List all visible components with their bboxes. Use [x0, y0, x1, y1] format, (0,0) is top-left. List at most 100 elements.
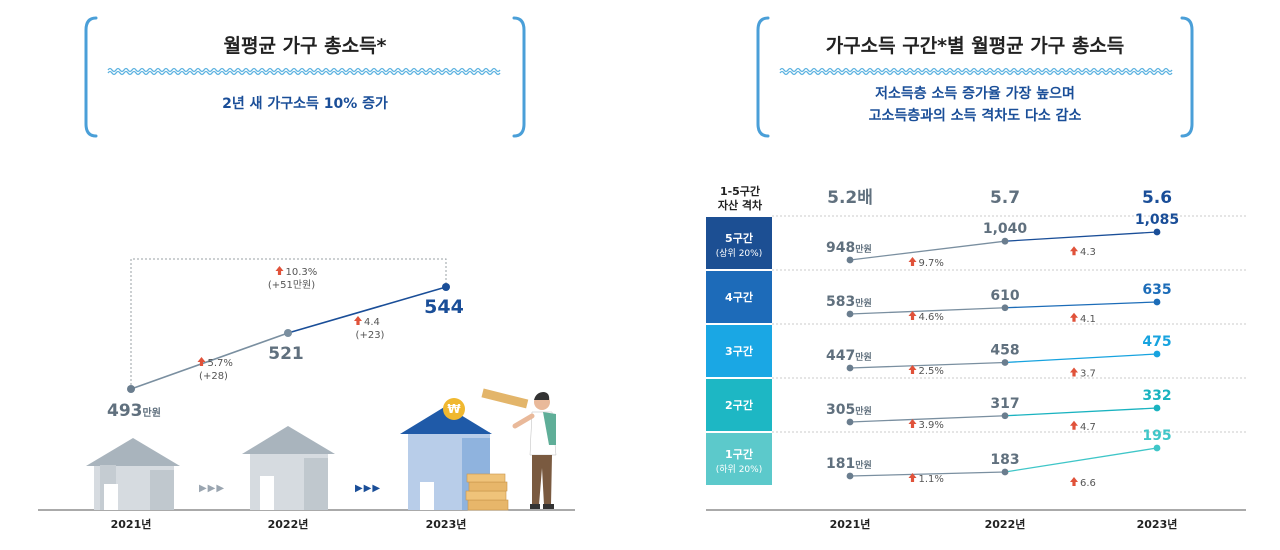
series-point-2구간-2023 [1153, 404, 1161, 412]
change-amount-1: (+23) [356, 330, 385, 341]
series-label-1구간-2021: 181만원 [826, 456, 872, 472]
series-unit-2구간: 만원 [855, 405, 872, 417]
series-label-4구간-2022: 610 [990, 288, 1019, 304]
band-label-3구간: 3구간 [725, 344, 753, 358]
left-line-chart: 493만원 521 544 5.7% (+28) 4.4 (+23) 10.3%(+51만원) [107, 258, 464, 421]
series-arrow-4구간-a [908, 311, 917, 320]
right-wave-divider [779, 67, 1173, 76]
series-arrow-3구간-b [1070, 367, 1078, 377]
left-year-2022: 2022년 [268, 517, 309, 531]
series-line-b-4구간 [1004, 301, 1158, 309]
right-subtitle-line-2: 고소득층과의 소득 격차도 다소 감소 [869, 107, 1082, 124]
left-subtitle: 2년 새 가구소득 10% 증가 [222, 96, 388, 112]
series-arrow-2구간-b [1070, 420, 1078, 430]
series-label-5구간-2021: 948만원 [826, 240, 872, 256]
gap-label-line-1: 1-5구간 [720, 184, 760, 198]
series-line-b-5구간 [1004, 231, 1158, 242]
band-5구간 [706, 217, 772, 269]
series-label-3구간-2021: 447만원 [826, 348, 872, 364]
series-label-1구간-2022: 183 [990, 452, 1019, 468]
series-point-2구간-2021 [846, 418, 854, 426]
series-line-a-3구간 [849, 361, 1006, 369]
series-label-5구간-2022: 1,040 [983, 221, 1028, 237]
series-line-b-3구간 [1004, 353, 1158, 364]
gap-value-2021: 5.2배 [827, 188, 873, 208]
series-unit-5구간: 만원 [855, 243, 872, 255]
series-arrow-4구간-b [1070, 312, 1078, 322]
left-wave-divider [107, 67, 501, 76]
coin-stack-icon [465, 473, 509, 511]
value-label-2021: 493만원 [107, 401, 161, 421]
series-change-1구간-b: 6.6 [1080, 478, 1096, 489]
series-point-1구간-2023 [1153, 444, 1161, 452]
series-label-3구간-2023: 475 [1142, 334, 1171, 350]
change-amount-2: (+51만원) [268, 279, 315, 291]
series-label-2구간-2022: 317 [990, 396, 1019, 412]
person-icon [481, 388, 557, 509]
left-year-2021: 2021년 [111, 517, 152, 531]
series-point-3구간-2021 [846, 364, 854, 372]
gap-value-2022: 5.7 [990, 188, 1020, 208]
series-point-5구간-2022 [1001, 237, 1009, 245]
series-arrow-2구간-a [908, 419, 917, 428]
right-subtitle-line-1: 저소득층 소득 증가율 가장 높으며 [875, 85, 1075, 102]
left-title: 월평균 가구 총소득* [223, 35, 386, 57]
series-change-3구간-a: 2.5% [919, 366, 944, 377]
series-point-5구간-2023 [1153, 228, 1161, 236]
series-point-5구간-2021 [846, 256, 854, 264]
series-label-2구간-2021: 305만원 [826, 402, 872, 418]
series-change-2구간-a: 3.9% [919, 420, 944, 431]
change-amount-0: (+28) [199, 371, 228, 382]
left-header: 월평균 가구 총소득* 2년 새 가구소득 10% 증가 [84, 16, 526, 138]
left-year-2023: 2023년 [426, 517, 467, 531]
change-pct-0: 5.7% [208, 358, 233, 369]
series-unit-1구간: 만원 [855, 459, 872, 471]
band-4구간 [706, 271, 772, 323]
series-point-4구간-2023 [1153, 298, 1161, 306]
point-2021년 [127, 385, 135, 393]
right-year-2021: 2021년 [830, 517, 871, 531]
band-note-5구간: (상위 20%) [716, 248, 762, 259]
series-label-5구간-2023: 1,085 [1135, 212, 1179, 228]
right-year-2022: 2022년 [985, 517, 1026, 531]
series-arrow-1구간-b [1070, 477, 1078, 486]
point-2022년 [284, 329, 292, 337]
value-label-2023: 544 [424, 296, 464, 318]
right-header: 가구소득 구간*별 월평균 가구 총소득 저소득층 소득 증가율 가장 높으며 … [756, 16, 1194, 138]
series-line-a-2구간 [849, 415, 1006, 423]
value-label-2022: 521 [268, 344, 304, 364]
series-arrow-5구간-b [1070, 246, 1078, 256]
house-2021-icon [86, 438, 180, 510]
band-label-2구간: 2구간 [725, 398, 753, 412]
series-point-1구간-2021 [846, 472, 854, 480]
progress-arrows-1: ▶▶▶ [199, 483, 225, 494]
series-change-4구간-b: 4.1 [1080, 314, 1096, 325]
series-arrow-3구간-a [908, 365, 917, 374]
left-open-bracket [84, 16, 98, 138]
series-line-a-4구간 [849, 307, 1006, 315]
series-unit-4구간: 만원 [855, 297, 872, 309]
house-2022-icon [242, 426, 335, 510]
series-line-a-1구간 [849, 471, 1006, 477]
change-pct-1: 4.4 [364, 317, 380, 328]
series-point-1구간-2022 [1001, 468, 1009, 476]
right-year-2023: 2023년 [1137, 517, 1178, 531]
series-label-4구간-2021: 583만원 [826, 294, 872, 310]
series-arrow-1구간-a [908, 473, 917, 482]
band-note-1구간: (하위 20%) [716, 464, 762, 475]
series-change-4구간-a: 4.6% [919, 312, 944, 323]
change-pct-2: 10.3% [286, 267, 318, 278]
series-unit-3구간: 만원 [855, 351, 872, 363]
series-line-a-5구간 [849, 240, 1006, 261]
series-label-2구간-2023: 332 [1142, 388, 1171, 404]
band-label-1구간: 1구간 [725, 447, 753, 461]
increase-arrow-0 [197, 357, 206, 366]
right-close-bracket [1180, 16, 1194, 138]
band-3구간 [706, 325, 772, 377]
line-segment-2021-2022 [130, 332, 289, 390]
line-segment-2022-2023 [287, 286, 447, 334]
series-label-4구간-2023: 635 [1142, 282, 1171, 298]
coin-symbol: ₩ [447, 402, 461, 416]
series-change-5구간-a: 9.7% [919, 258, 944, 269]
